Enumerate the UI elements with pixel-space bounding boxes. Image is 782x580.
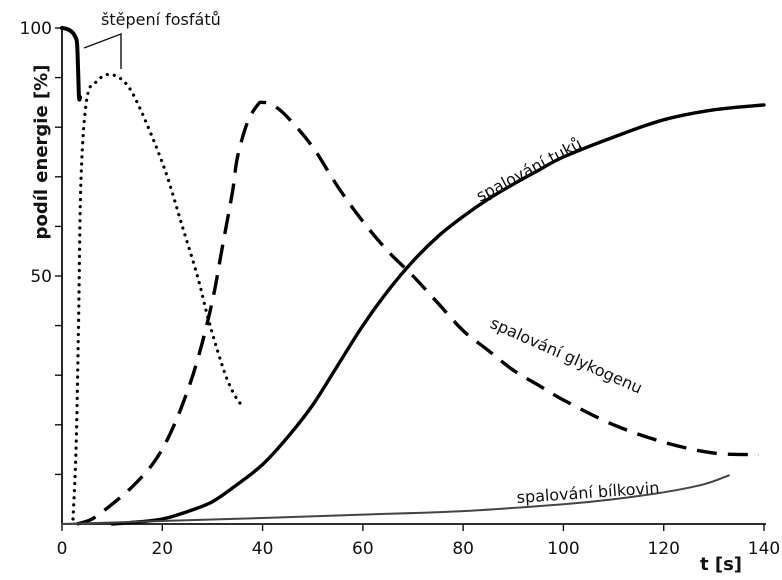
series-line-phosphate-dotted [71, 72, 247, 521]
axis-ticks: 0 20 40 60 80 100 120 140 50 100 [20, 19, 781, 559]
x-tick-label-40: 40 [252, 539, 274, 559]
y-axis-title: podíl energie [%] [31, 65, 52, 240]
phosphate-annotation-label: štěpení fosfátů [101, 10, 221, 29]
phosphate-annotation: štěpení fosfátů [83, 10, 221, 69]
x-tick-label-0: 0 [57, 539, 68, 559]
x-tick-label-140: 140 [748, 539, 780, 559]
y-tick-label-50: 50 [30, 267, 52, 287]
x-tick-label-60: 60 [352, 539, 374, 559]
series-line-glycogen [76, 100, 760, 526]
glycogen-series-label: spalování glykogenu [487, 313, 645, 397]
x-axis-title: t [s] [700, 554, 742, 575]
series-layer [60, 26, 766, 526]
x-tick-label-20: 20 [151, 539, 173, 559]
x-tick-label-80: 80 [452, 539, 474, 559]
series-line-phosphate-main [60, 26, 83, 102]
fat-series-label: spalování tuků [473, 134, 585, 206]
series-line-fat [110, 103, 766, 526]
phosphate-annotation-leader [83, 32, 122, 69]
x-tick-label-100: 100 [547, 539, 579, 559]
axes [61, 26, 766, 525]
series-line-protein [61, 474, 730, 525]
x-tick-label-120: 120 [647, 539, 679, 559]
y-tick-label-100: 100 [20, 19, 52, 39]
